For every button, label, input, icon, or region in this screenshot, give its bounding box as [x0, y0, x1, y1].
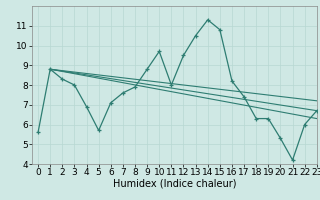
- X-axis label: Humidex (Indice chaleur): Humidex (Indice chaleur): [113, 179, 236, 189]
